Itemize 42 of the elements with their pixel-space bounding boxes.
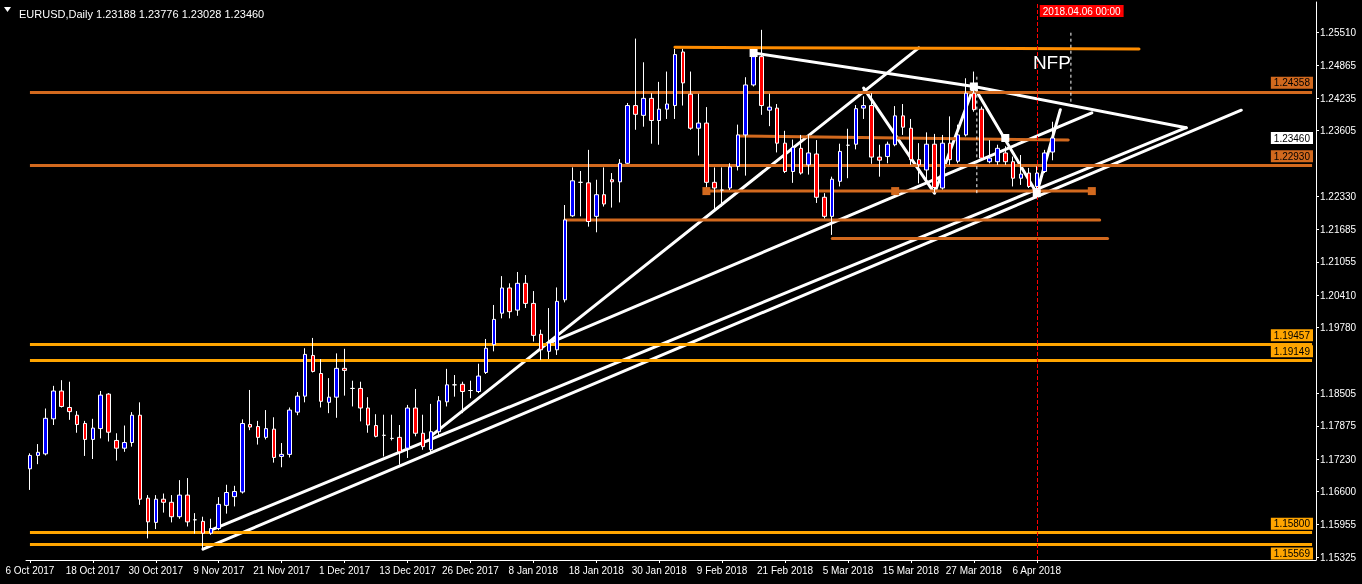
- text: EURUSD,Daily 1.23188 1.23776 1.23028 1.23460: [19, 7, 265, 20]
- x-tick-label: 1 Dec 2017: [318, 564, 371, 576]
- y-tick-label: 1.21685: [1320, 223, 1357, 235]
- x-tick-label: 21 Feb 2018: [756, 564, 814, 576]
- annotation: 1.23460: [1273, 132, 1311, 144]
- y-tick-label: 1.23605: [1320, 125, 1357, 137]
- y-tick-label: 1.25510: [1320, 26, 1357, 38]
- x-tick-label: 9 Feb 2018: [696, 564, 748, 576]
- x-tick-label: 5 Mar 2018: [822, 564, 874, 576]
- y-tick-label: 1.17230: [1320, 453, 1357, 465]
- ref-line-label: 1.15800: [1273, 518, 1311, 530]
- y-tick-label: 1.15325: [1320, 551, 1357, 563]
- x-tick-label: 18 Oct 2017: [65, 564, 121, 576]
- y-tick-label: 1.18505: [1320, 387, 1357, 399]
- ref-line-label: 1.19149: [1273, 345, 1311, 357]
- ref-line-label: 2018.04.06 00:00: [1042, 5, 1122, 17]
- ref-line-label: 1.19457: [1273, 329, 1311, 341]
- x-tick-label: 6 Oct 2017: [5, 564, 55, 576]
- y-tick-label: 1.17875: [1320, 420, 1357, 432]
- ref-line-label: 1.15569: [1273, 548, 1311, 560]
- x-tick-label: 13 Dec 2017: [379, 564, 437, 576]
- y-tick-label: 1.24865: [1320, 60, 1357, 72]
- x-tick-label: 30 Jan 2018: [631, 564, 688, 576]
- y-tick-label: 1.24235: [1320, 92, 1357, 104]
- x-tick-label: 18 Jan 2018: [568, 564, 625, 576]
- x-tick-label: 8 Jan 2018: [508, 564, 559, 576]
- annotation: NFP: [1032, 51, 1071, 73]
- y-tick-label: 1.21055: [1320, 256, 1357, 268]
- y-tick-label: 1.22330: [1320, 190, 1357, 202]
- x-tick-label: 27 Mar 2018: [945, 564, 1003, 576]
- y-tick-label: 1.16600: [1320, 485, 1357, 497]
- y-tick-label: 1.19780: [1320, 322, 1357, 334]
- x-tick-label: 26 Dec 2017: [442, 564, 500, 576]
- x-tick-label: 21 Nov 2017: [253, 564, 311, 576]
- x-tick-label: 9 Nov 2017: [193, 564, 245, 576]
- y-tick-label: 1.15955: [1320, 519, 1357, 531]
- x-tick-label: 30 Oct 2017: [128, 564, 184, 576]
- x-tick-label: 6 Apr 2018: [1012, 564, 1062, 576]
- ref-line-label: 1.22930: [1273, 150, 1311, 162]
- y-tick-label: 1.20410: [1320, 289, 1357, 301]
- x-tick-label: 15 Mar 2018: [882, 564, 940, 576]
- ref-line-label: 1.24358: [1273, 77, 1311, 89]
